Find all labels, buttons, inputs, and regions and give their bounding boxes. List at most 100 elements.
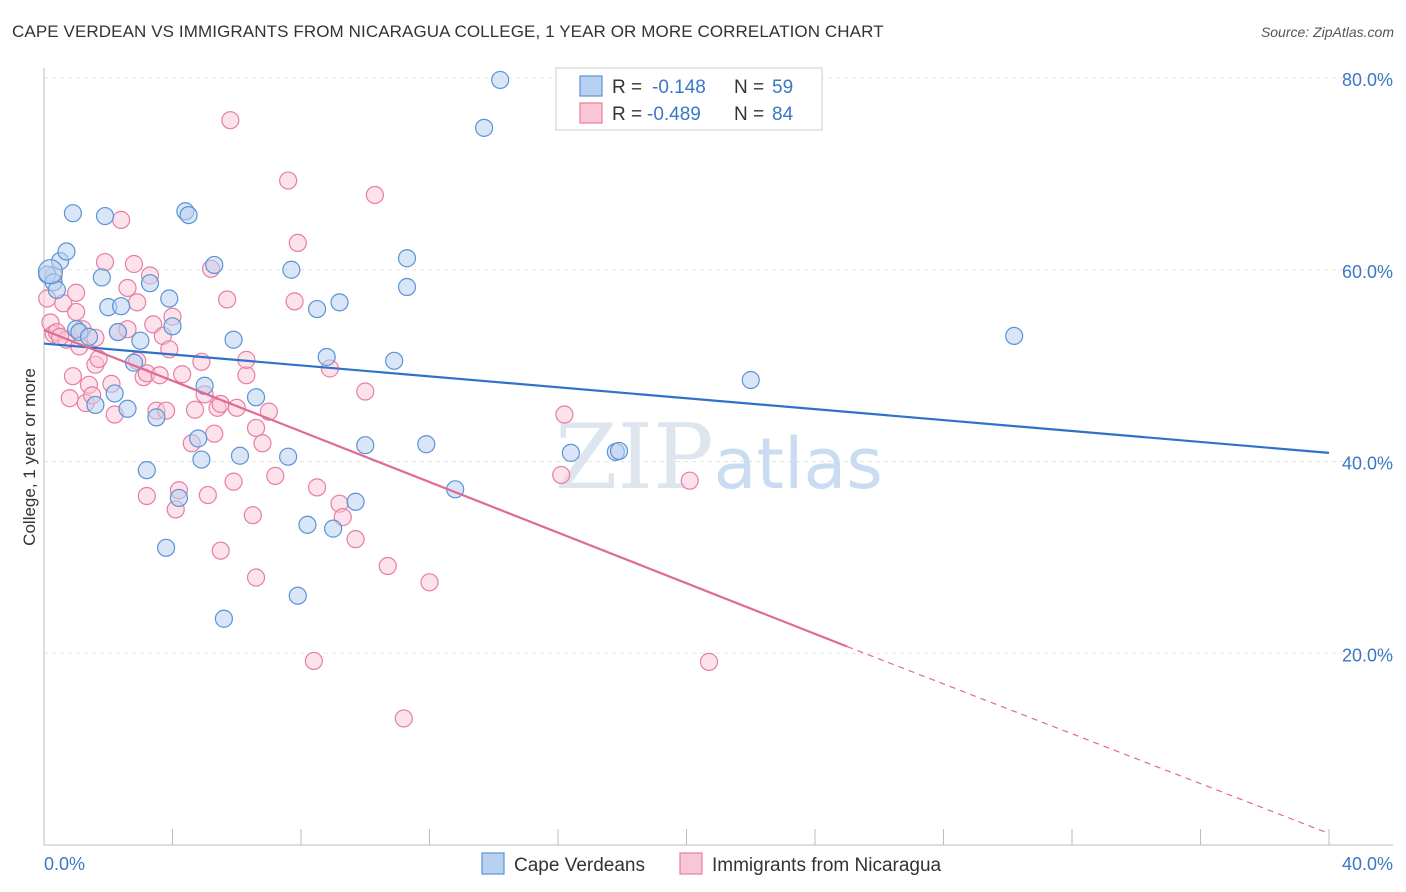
- point-cape-verdean-31: [205, 255, 224, 275]
- bottom-legend-swatch-pink: [679, 852, 703, 875]
- point-cape-verdean-57: [1005, 326, 1024, 346]
- series-legend: Cape Verdeans Immigrants from Nicaragua: [481, 852, 942, 876]
- point-cape-verdean-45: [356, 436, 375, 455]
- legend-n-value-1: 59: [772, 77, 793, 98]
- point-cape-verdean-51: [475, 118, 494, 137]
- bottom-legend-label-blue: Cape Verdeans: [514, 855, 645, 876]
- point-nicaragua-67: [304, 651, 323, 671]
- point-cape-verdean-58: [37, 259, 64, 285]
- point-nicaragua-17: [89, 349, 108, 369]
- point-nicaragua-43: [185, 400, 205, 419]
- point-cape-verdean-46: [385, 351, 404, 370]
- point-cape-verdean-43: [330, 293, 349, 312]
- point-cape-verdean-8: [79, 327, 99, 346]
- point-cape-verdean-14: [108, 322, 127, 342]
- x-tick-label-max: 40.0%: [1342, 854, 1393, 874]
- point-cape-verdean-27: [179, 206, 198, 225]
- chart-title: CAPE VERDEAN VS IMMIGRANTS FROM NICARAGU…: [12, 22, 884, 41]
- point-cape-verdean-33: [224, 330, 243, 349]
- point-cape-verdean-36: [279, 447, 298, 466]
- point-nicaragua-56: [237, 366, 256, 385]
- point-cape-verdean-20: [140, 274, 160, 293]
- watermark-zip: ZIP: [555, 405, 714, 510]
- point-cape-verdean-49: [417, 435, 436, 454]
- point-nicaragua-52: [218, 290, 237, 309]
- point-nicaragua-68: [307, 478, 327, 497]
- point-nicaragua-63: [266, 466, 285, 485]
- point-cape-verdean-35: [246, 388, 266, 407]
- point-nicaragua-58: [243, 506, 262, 525]
- axes: [43, 68, 1393, 846]
- point-nicaragua-41: [173, 365, 192, 384]
- legend-swatch-blue: [579, 75, 603, 97]
- point-cape-verdean-47: [397, 249, 417, 268]
- y-tick-label-0: 20.0%: [1342, 645, 1393, 665]
- point-cape-verdean-19: [137, 461, 156, 480]
- point-cape-verdean-53: [561, 443, 580, 462]
- point-cape-verdean-55: [609, 441, 629, 461]
- point-cape-verdean-25: [169, 488, 189, 508]
- legend-n-label-1: N =: [734, 77, 764, 98]
- source-label: Source: ZipAtlas.com: [1260, 24, 1394, 40]
- legend-swatch-pink: [579, 102, 603, 124]
- point-cape-verdean-4: [57, 242, 76, 261]
- point-cape-verdean-38: [288, 586, 307, 605]
- legend-n-label-2: N =: [734, 104, 764, 125]
- point-cape-verdean-5: [63, 204, 83, 223]
- legend-r-value-1: -0.148: [652, 77, 706, 98]
- point-cape-verdean-9: [86, 395, 105, 415]
- point-nicaragua-22: [111, 210, 131, 229]
- point-cape-verdean-32: [214, 609, 233, 628]
- watermark-atlas: atlas: [714, 423, 883, 505]
- point-nicaragua-25: [124, 254, 144, 274]
- point-nicaragua-79: [555, 405, 574, 424]
- point-nicaragua-7: [60, 389, 79, 408]
- trend-line-cape-verdeans: [43, 342, 1330, 454]
- point-nicaragua-76: [394, 709, 413, 728]
- point-nicaragua-64: [279, 171, 298, 190]
- bottom-legend-label-pink: Immigrants from Nicaragua: [712, 855, 942, 876]
- x-tick-label-min: 0.0%: [44, 854, 85, 874]
- point-cape-verdean-13: [105, 384, 124, 403]
- point-nicaragua-27: [128, 293, 147, 312]
- trend-line-nicaragua: [43, 329, 848, 648]
- point-nicaragua-59: [246, 418, 266, 438]
- legend-r-label-1: R =: [612, 77, 642, 98]
- stats-legend: R = -0.148 N = 59 R = -0.489 N = 84: [555, 67, 823, 131]
- y-tick-labels: 20.0% 40.0% 60.0% 80.0%: [1342, 70, 1393, 665]
- point-nicaragua-72: [346, 530, 365, 549]
- point-nicaragua-65: [285, 292, 304, 311]
- point-cape-verdean-16: [118, 399, 137, 418]
- point-nicaragua-54: [224, 472, 243, 491]
- point-cape-verdean-34: [230, 446, 250, 465]
- bottom-legend-swatch-blue: [481, 852, 505, 875]
- series-cape-verdeans: [37, 70, 1024, 628]
- point-nicaragua-24: [118, 278, 137, 298]
- point-nicaragua-78: [552, 465, 571, 485]
- point-cape-verdean-28: [189, 429, 208, 448]
- point-nicaragua-8: [63, 367, 83, 386]
- trend-line-nicaragua-extension: [846, 645, 1330, 835]
- point-cape-verdean-29: [192, 450, 211, 469]
- point-nicaragua-18: [95, 252, 115, 272]
- point-nicaragua-66: [288, 233, 307, 253]
- point-nicaragua-81: [699, 652, 719, 671]
- point-cape-verdean-41: [317, 347, 336, 367]
- point-cape-verdean-44: [346, 492, 365, 511]
- point-nicaragua-60: [246, 568, 266, 587]
- point-nicaragua-73: [356, 382, 375, 401]
- point-cape-verdean-15: [111, 297, 131, 316]
- point-cape-verdean-11: [95, 206, 115, 226]
- point-nicaragua-9: [67, 302, 86, 322]
- point-cape-verdean-22: [156, 538, 176, 557]
- point-nicaragua-75: [378, 556, 397, 576]
- point-nicaragua-10: [67, 283, 86, 302]
- point-nicaragua-30: [137, 486, 156, 506]
- point-nicaragua-61: [253, 434, 272, 453]
- point-cape-verdean-24: [163, 317, 182, 336]
- point-nicaragua-46: [198, 485, 217, 505]
- trend-lines: [43, 329, 1330, 835]
- point-cape-verdean-18: [131, 331, 150, 350]
- point-cape-verdean-10: [92, 268, 111, 287]
